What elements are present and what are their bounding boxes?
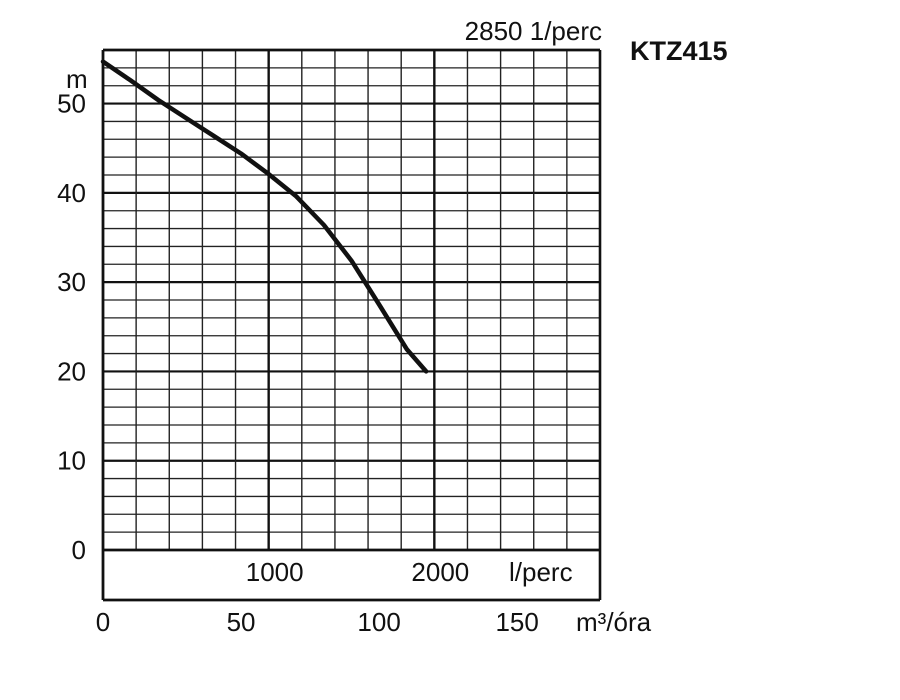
y-tick-label: 30	[57, 267, 86, 297]
chart-grid	[103, 50, 600, 550]
y-tick-label: 50	[57, 89, 86, 119]
head-flow-curve	[100, 59, 429, 374]
m3h-tick-label: 50	[227, 607, 256, 637]
lpm-tick-label: 1000	[246, 557, 304, 587]
y-tick-label: 10	[57, 446, 86, 476]
y-axis-label: m	[66, 64, 88, 94]
chart-frame	[101, 48, 602, 602]
m3h-tick-label: 0	[96, 607, 110, 637]
lpm-tick-label: 2000	[411, 557, 469, 587]
y-tick-label: 40	[57, 178, 86, 208]
m3h-tick-label: 150	[495, 607, 538, 637]
m3h-tick-label: 100	[357, 607, 400, 637]
lpm-axis-label: l/perc	[509, 557, 573, 587]
chart-title: KTZ415	[630, 36, 728, 66]
m3h-axis-label: m³/óra	[576, 607, 652, 637]
y-tick-label: 20	[57, 356, 86, 386]
speed-label: 2850 1/perc	[465, 16, 602, 46]
y-tick-label: 0	[72, 535, 86, 565]
series-layer	[100, 59, 429, 374]
